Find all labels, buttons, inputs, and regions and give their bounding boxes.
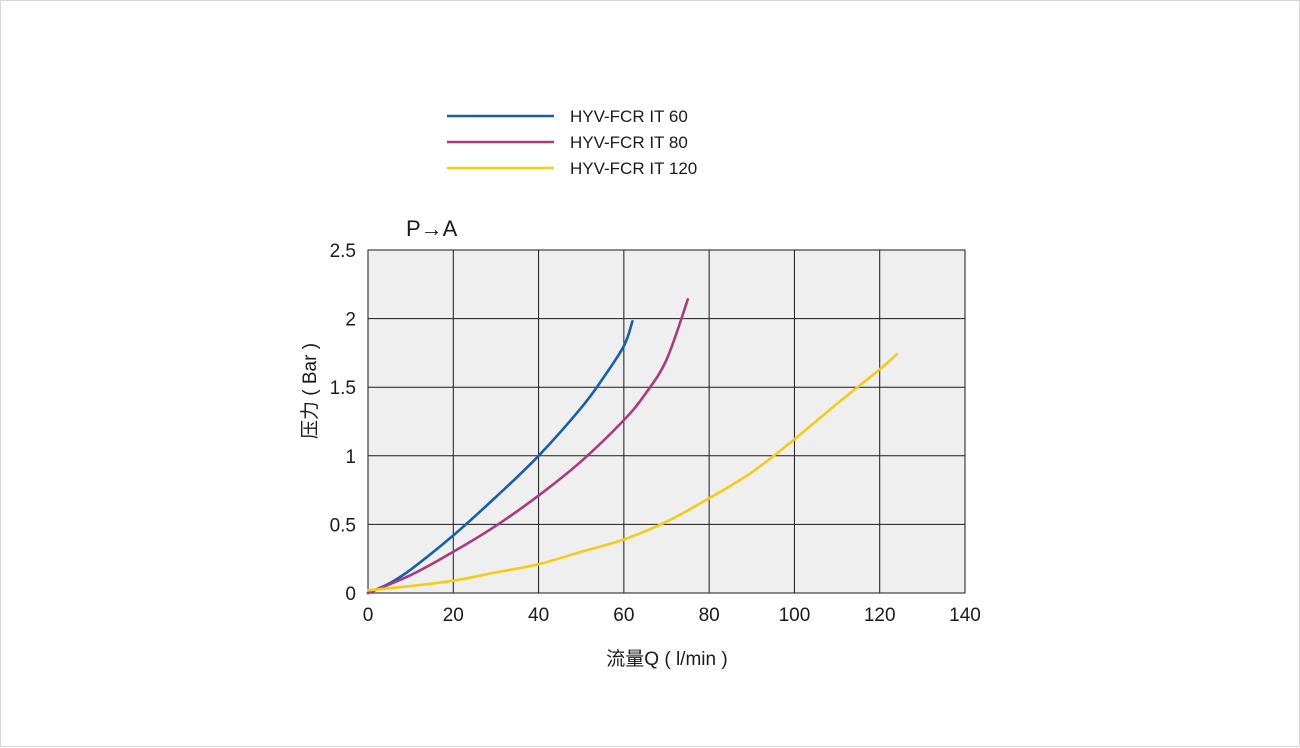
legend-label: HYV-FCR IT 120: [570, 159, 697, 178]
series-line-1: [366, 320, 634, 595]
y-tick-label: 1: [345, 447, 356, 468]
x-tick-label: 140: [949, 605, 981, 626]
series-layer: [366, 298, 899, 595]
x-tick-label: 60: [613, 605, 634, 626]
y-tick-label: 0.5: [330, 515, 356, 536]
legend-label: HYV-FCR IT 60: [570, 107, 688, 126]
x-tick-label: 40: [528, 605, 549, 626]
legend-label: HYV-FCR IT 80: [570, 133, 688, 152]
legend: HYV-FCR IT 60 HYV-FCR IT 80 HYV-FCR IT 120: [447, 107, 697, 178]
x-tick-label: 80: [699, 605, 720, 626]
y-tick-label: 2: [345, 310, 356, 331]
y-tick-label: 2.5: [330, 241, 356, 262]
x-axis-label: 流量Q ( l/min ): [606, 648, 727, 670]
x-tick-labels: 0 20 40 60 80 100 120 140: [363, 605, 981, 626]
x-tick-label: 0: [363, 605, 374, 626]
y-tick-labels: 0 0.5 1 1.5 2 2.5: [330, 241, 356, 605]
series-line-2: [366, 298, 690, 595]
y-axis-label: 压力 ( Bar ): [299, 343, 321, 439]
y-tick-label: 0: [345, 584, 356, 605]
y-tick-label: 1.5: [330, 378, 356, 399]
chart-title: P→A: [406, 216, 458, 241]
x-tick-label: 20: [443, 605, 464, 626]
x-tick-label: 100: [779, 605, 811, 626]
x-tick-label: 120: [864, 605, 896, 626]
series-line-3: [366, 353, 899, 592]
plot-area: [367, 249, 966, 594]
